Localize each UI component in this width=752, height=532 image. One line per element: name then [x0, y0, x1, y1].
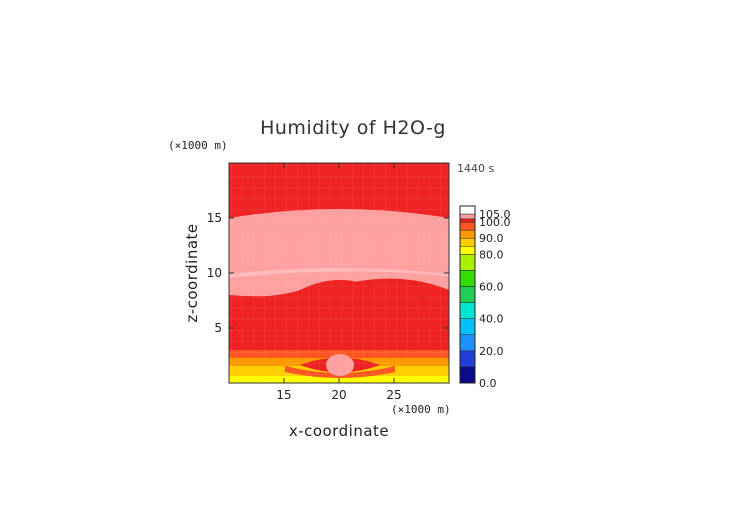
colorbar-label: 90.0 — [479, 232, 504, 245]
colorbar-swatch — [459, 221, 476, 231]
colorbar-swatch — [459, 218, 476, 223]
x-axis-label: x-coordinate — [289, 422, 389, 440]
y-axis-label: z-coordinate — [183, 223, 201, 322]
colorbar-label: 60.0 — [479, 280, 504, 293]
colorbar-swatch — [459, 302, 476, 319]
colorbar-label: 80.0 — [479, 248, 504, 261]
colorbar-swatch — [459, 366, 476, 384]
colorbar-swatch — [459, 245, 476, 255]
x-tick-label: 20 — [331, 388, 346, 402]
y-axis-ticks: 5 10 15 — [207, 211, 449, 335]
colorbar-label: 40.0 — [479, 313, 504, 326]
colorbar-label: 20.0 — [479, 345, 504, 358]
x-tick-label: 25 — [386, 388, 401, 402]
colorbar-swatch — [459, 213, 476, 220]
y-unit-label: (×1000 m) — [168, 139, 228, 152]
colorbar-swatch — [459, 270, 476, 287]
colorbar — [459, 205, 476, 384]
y-tick-label: 15 — [207, 211, 222, 225]
colorbar-swatch — [459, 205, 476, 215]
y-tick-label: 5 — [214, 321, 222, 335]
time-label: 1440 s — [457, 162, 494, 175]
colorbar-label: 105.0 — [479, 208, 511, 221]
x-unit-label: (×1000 m) — [391, 403, 451, 416]
chart-title: Humidity of H2O-g — [260, 117, 446, 139]
colorbar-label: 100.0 — [479, 216, 511, 229]
colorbar-swatch — [459, 350, 476, 368]
colorbar-swatch — [459, 254, 476, 271]
field-texture — [229, 163, 449, 383]
x-tick-label: 15 — [276, 388, 291, 402]
colorbar-swatch — [459, 318, 476, 335]
x-axis-ticks: 15 20 25 — [276, 163, 402, 402]
heatmap-field — [229, 163, 449, 383]
colorbar-label: 0.0 — [479, 377, 497, 390]
colorbar-swatch — [459, 286, 476, 303]
colorbar-frame — [459, 205, 476, 384]
colorbar-swatch — [459, 237, 476, 247]
colorbar-swatch — [459, 334, 476, 352]
colorbar-swatch — [459, 229, 476, 239]
y-tick-label: 10 — [207, 266, 222, 280]
